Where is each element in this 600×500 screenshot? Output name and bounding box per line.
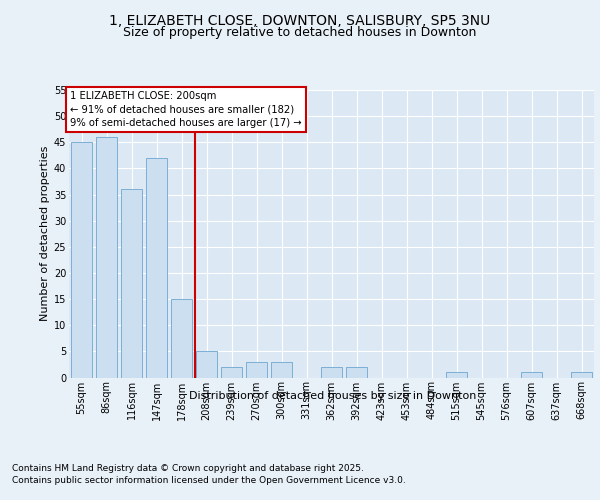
Bar [446,372,467,378]
Bar [121,190,142,378]
Bar [246,362,267,378]
Text: Distribution of detached houses by size in Downton: Distribution of detached houses by size … [190,391,476,401]
Text: 1 ELIZABETH CLOSE: 200sqm
← 91% of detached houses are smaller (182)
9% of semi-: 1 ELIZABETH CLOSE: 200sqm ← 91% of detac… [70,92,302,128]
Bar [171,299,192,378]
Bar [71,142,92,378]
Bar [146,158,167,378]
Bar [196,352,217,378]
Bar [96,137,117,378]
Text: Contains HM Land Registry data © Crown copyright and database right 2025.: Contains HM Land Registry data © Crown c… [12,464,364,473]
Bar [321,367,342,378]
Bar [521,372,542,378]
Bar [271,362,292,378]
Bar [571,372,592,378]
Bar [346,367,367,378]
Text: Size of property relative to detached houses in Downton: Size of property relative to detached ho… [124,26,476,39]
Y-axis label: Number of detached properties: Number of detached properties [40,146,50,322]
Text: 1, ELIZABETH CLOSE, DOWNTON, SALISBURY, SP5 3NU: 1, ELIZABETH CLOSE, DOWNTON, SALISBURY, … [109,14,491,28]
Bar [221,367,242,378]
Text: Contains public sector information licensed under the Open Government Licence v3: Contains public sector information licen… [12,476,406,485]
